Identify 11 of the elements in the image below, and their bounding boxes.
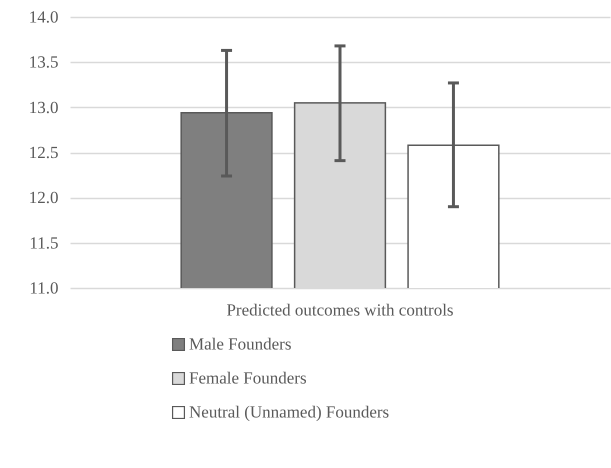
y-tick-label: 13.5 bbox=[28, 52, 58, 72]
legend-label: Female Founders bbox=[189, 368, 307, 388]
y-tick-label: 14.0 bbox=[28, 8, 58, 26]
y-tick-label: 12.5 bbox=[28, 143, 58, 162]
legend-label: Male Founders bbox=[189, 334, 292, 354]
y-tick-label: 11.5 bbox=[29, 233, 58, 252]
y-tick-label: 11.0 bbox=[29, 278, 58, 298]
legend-label: Neutral (Unnamed) Founders bbox=[189, 402, 390, 422]
x-tick-label: Predicted outcomes with controls bbox=[226, 300, 454, 320]
y-tick-label: 12.0 bbox=[28, 188, 58, 208]
y-tick-label: 13.0 bbox=[28, 98, 58, 117]
